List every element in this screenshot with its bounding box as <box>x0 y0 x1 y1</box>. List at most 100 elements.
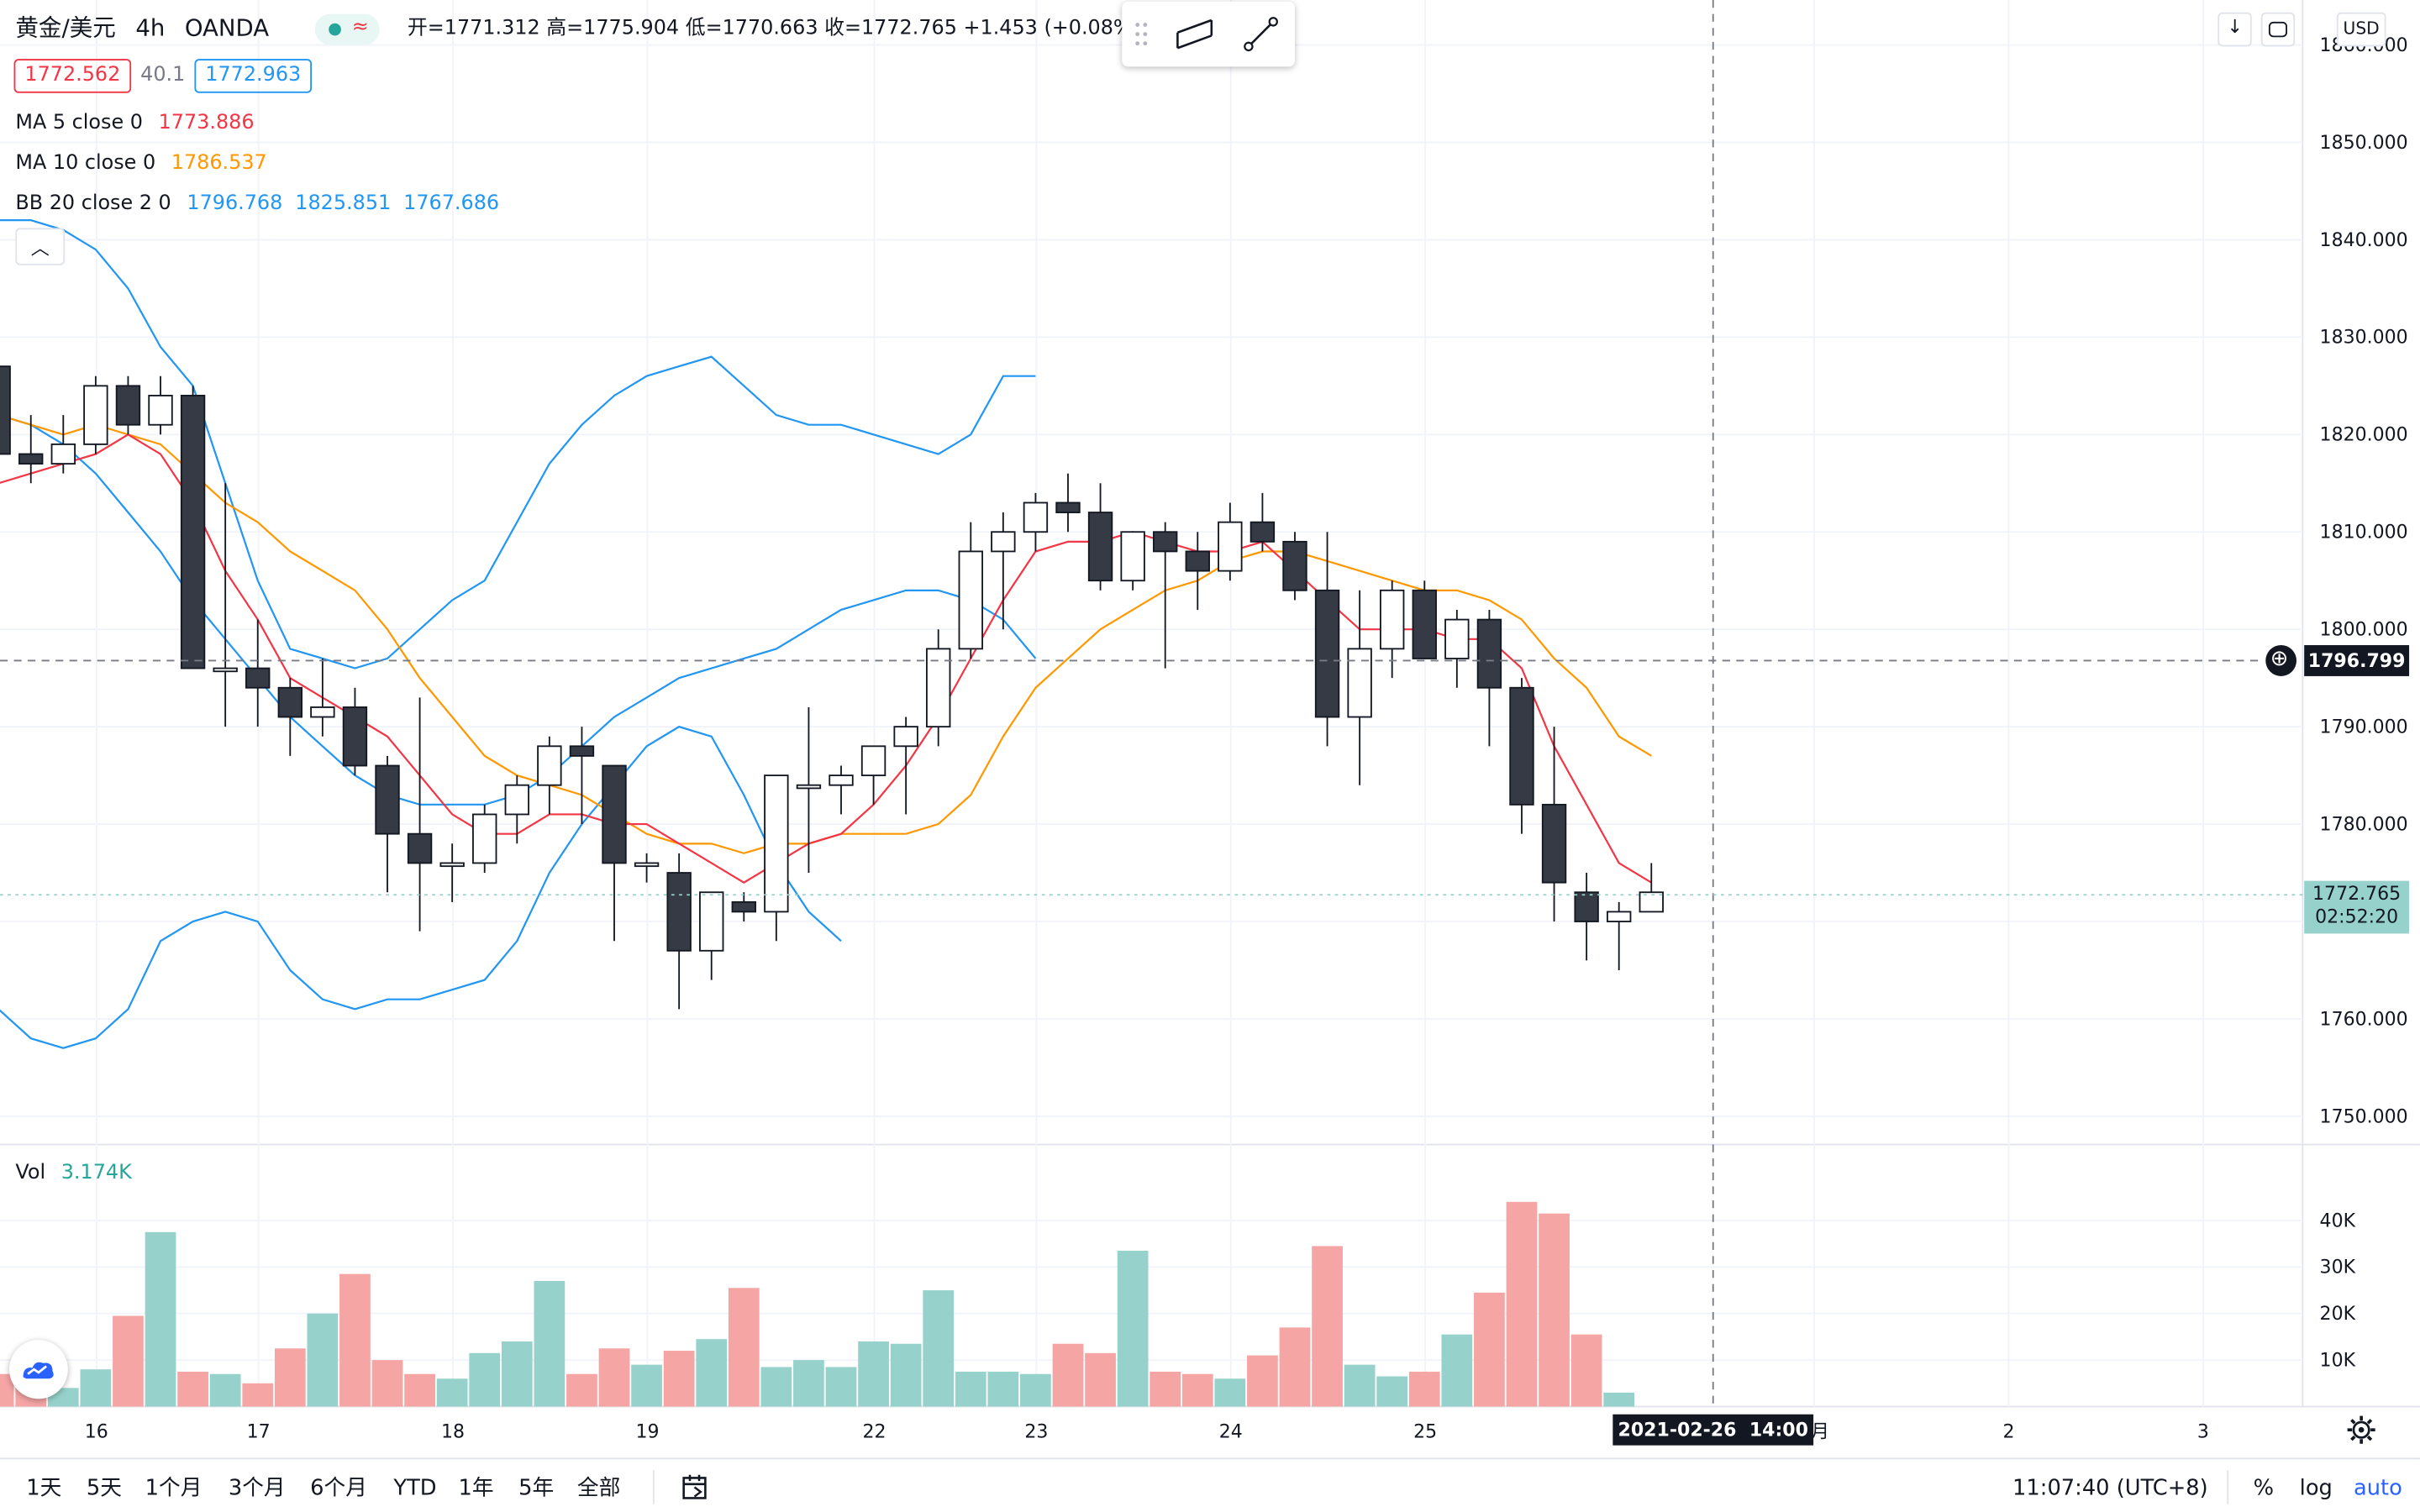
sell-button[interactable]: 1772.562 <box>13 59 132 93</box>
volume-bar <box>501 1341 533 1407</box>
currency-button[interactable]: USD <box>2336 12 2386 47</box>
volume-bar <box>0 1373 14 1407</box>
percent-scale-toggle[interactable]: % <box>2253 1476 2275 1502</box>
range-ytd-button[interactable]: YTD <box>393 1476 437 1502</box>
candle <box>1444 618 1470 659</box>
volume-bar <box>987 1371 1019 1407</box>
candle <box>1541 803 1567 884</box>
candle <box>1218 521 1243 572</box>
auto-scale-toggle[interactable]: auto <box>2353 1476 2402 1502</box>
range-all-button[interactable]: 全部 <box>576 1476 621 1502</box>
ma5-line <box>0 433 1652 884</box>
parallel-channel-tool-icon[interactable] <box>1171 11 1218 57</box>
scroll-to-latest-button[interactable]: ↓ <box>2217 12 2252 47</box>
range-1d-button[interactable]: 1天 <box>26 1476 62 1502</box>
price-axis-label: 1840.000 <box>2320 229 2408 251</box>
volume-bar <box>696 1339 728 1407</box>
price-axis-label: 1850.000 <box>2320 132 2408 154</box>
add-alert-button[interactable]: ⊕ <box>2265 645 2297 676</box>
candle <box>375 764 400 835</box>
drag-handle-icon[interactable] <box>1134 22 1150 47</box>
candle <box>83 385 108 445</box>
exchange-label: OANDA <box>184 13 270 42</box>
price-axis-label: 1790.000 <box>2320 716 2408 738</box>
volume-bar <box>145 1231 176 1407</box>
volume-legend[interactable]: Vol 3.174K <box>15 1162 131 1187</box>
bb-middle-line <box>0 414 1037 806</box>
volume-bar <box>1181 1373 1213 1407</box>
bottom-separator <box>652 1470 655 1504</box>
range-5y-button[interactable]: 5年 <box>518 1476 555 1502</box>
volume-bar <box>1279 1327 1311 1407</box>
settings-gear-icon[interactable] <box>2346 1415 2377 1446</box>
clock-timezone[interactable]: 11:07:40 (UTC+8) <box>2012 1476 2208 1502</box>
range-6m-button[interactable]: 6个月 <box>310 1476 367 1502</box>
volume-bar <box>1247 1355 1278 1407</box>
range-3m-button[interactable]: 3个月 <box>228 1476 286 1502</box>
market-status-badge[interactable]: ≈ <box>314 13 380 45</box>
candle <box>310 706 335 718</box>
volume-bar <box>307 1313 339 1407</box>
time-axis-label: 2 <box>2002 1420 2014 1442</box>
symbol-header[interactable]: 黄金/美元 4h OANDA <box>15 15 269 40</box>
ma10-legend[interactable]: MA 10 close 0 1786.537 <box>15 152 266 177</box>
plus-circle-icon: ⊕ <box>2270 646 2289 672</box>
volume-axis-label: 20K <box>2320 1303 2356 1325</box>
interval-label[interactable]: 4h <box>135 13 166 42</box>
candle <box>342 706 368 767</box>
volume-bar <box>631 1364 662 1407</box>
volume-bar <box>858 1341 889 1407</box>
candle <box>860 745 886 777</box>
symbol-name[interactable]: 黄金/美元 <box>15 13 116 42</box>
candle <box>148 395 173 426</box>
volume-axis-label: 40K <box>2320 1210 2356 1231</box>
log-scale-toggle[interactable]: log <box>2299 1476 2333 1502</box>
bar-countdown: 02:52:20 <box>2315 906 2399 928</box>
volume-bar <box>436 1378 468 1407</box>
last-price-value: 1772.765 <box>2312 882 2402 905</box>
volume-bar <box>728 1288 760 1407</box>
volume-axis-label: 10K <box>2320 1349 2356 1371</box>
candle <box>829 774 854 786</box>
candle <box>1087 512 1113 582</box>
volume-bar <box>760 1367 792 1407</box>
volume-bar <box>209 1373 241 1407</box>
time-axis-label: 25 <box>1413 1420 1437 1442</box>
trend-line-tool-icon[interactable] <box>1238 11 1284 57</box>
reset-chart-button[interactable] <box>2260 12 2296 47</box>
bottom-separator-right <box>2227 1470 2229 1504</box>
vol-value: 3.174K <box>60 1161 132 1185</box>
time-axis-label: 17 <box>247 1420 271 1442</box>
candle <box>1412 589 1437 659</box>
range-1m-button[interactable]: 1个月 <box>145 1476 203 1502</box>
candle <box>277 686 302 718</box>
volume-bar <box>1603 1392 1635 1407</box>
collapse-legend-button[interactable]: ︿ <box>15 228 66 265</box>
volume-axis-label: 30K <box>2320 1257 2356 1278</box>
candle <box>504 784 529 816</box>
tradingview-logo-icon[interactable] <box>9 1340 68 1399</box>
crosshair-price-label: 1796.799 <box>2304 645 2410 676</box>
candle <box>1314 589 1340 718</box>
candle <box>764 774 789 913</box>
candle <box>1476 618 1502 689</box>
buy-button[interactable]: 1772.963 <box>194 59 313 93</box>
range-1y-button[interactable]: 1年 <box>458 1476 494 1502</box>
range-5d-button[interactable]: 5天 <box>86 1476 122 1502</box>
candle <box>1185 550 1210 572</box>
goto-date-calendar-icon[interactable] <box>679 1472 710 1503</box>
ohlc-values: 开=1771.312 高=1775.904 低=1770.663 收=1772.… <box>407 17 1140 41</box>
ma5-legend[interactable]: MA 5 close 0 1773.886 <box>15 112 254 137</box>
volume-bar <box>1214 1378 1246 1407</box>
volume-bar <box>1020 1373 1051 1407</box>
volume-bar <box>923 1290 955 1407</box>
candle <box>407 832 433 864</box>
volume-bar <box>793 1360 824 1407</box>
bb-legend[interactable]: BB 20 close 2 0 1796.768 1825.851 1767.6… <box>15 192 499 218</box>
candle <box>439 862 465 868</box>
candle <box>1282 540 1307 591</box>
refresh-icon <box>2268 21 2287 38</box>
candle <box>1023 501 1049 533</box>
bb-label: BB 20 close 2 0 <box>15 192 171 216</box>
